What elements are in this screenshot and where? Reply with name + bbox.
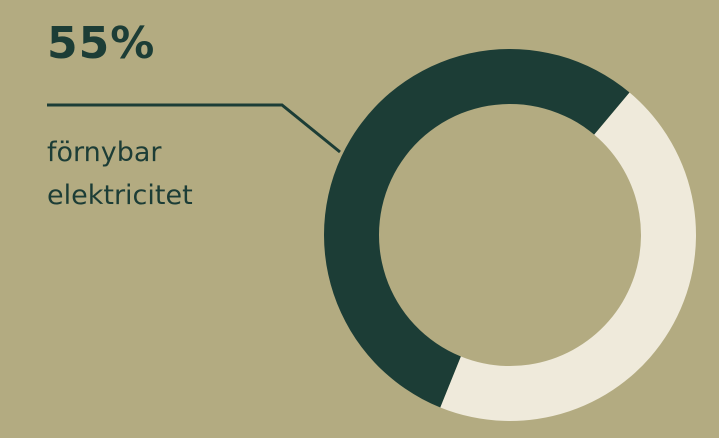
annotation-leader-line xyxy=(47,103,341,154)
highlight-value: 55% xyxy=(47,18,156,69)
highlight-label-line-2: elektricitet xyxy=(47,180,193,211)
donut-slice-2 xyxy=(440,92,696,421)
donut-slices xyxy=(323,48,696,421)
highlight-label-line-1: förnybar xyxy=(47,137,162,168)
donut-slice-1 xyxy=(323,48,630,408)
